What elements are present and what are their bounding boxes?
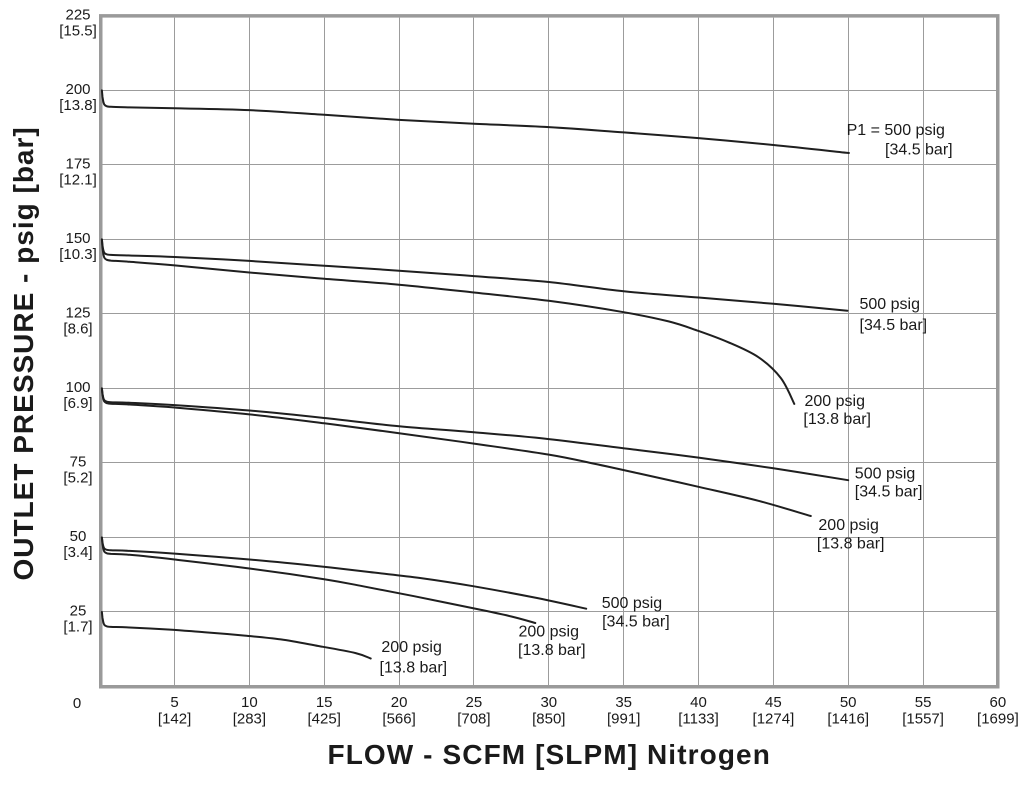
- svg-text:[12.1]: [12.1]: [59, 172, 97, 189]
- svg-text:[1699]: [1699]: [977, 710, 1019, 727]
- svg-text:[1274]: [1274]: [753, 710, 795, 727]
- svg-text:[13.8 bar]: [13.8 bar]: [817, 535, 885, 552]
- svg-text:125: 125: [65, 304, 90, 321]
- svg-text:5: 5: [170, 694, 178, 711]
- svg-text:P1 = 500 psig: P1 = 500 psig: [847, 122, 945, 139]
- svg-text:[142]: [142]: [158, 710, 191, 727]
- svg-text:[850]: [850]: [532, 710, 565, 727]
- svg-text:10: 10: [241, 694, 258, 711]
- svg-text:75: 75: [70, 454, 87, 471]
- svg-text:[425]: [425]: [308, 710, 341, 727]
- svg-text:[13.8]: [13.8]: [59, 97, 97, 114]
- svg-text:[1133]: [1133]: [678, 710, 719, 727]
- svg-text:[34.5 bar]: [34.5 bar]: [855, 484, 923, 501]
- svg-text:[15.5]: [15.5]: [59, 23, 97, 40]
- svg-text:200 psig: 200 psig: [519, 624, 580, 641]
- svg-text:[13.8 bar]: [13.8 bar]: [518, 642, 586, 659]
- svg-text:[708]: [708]: [457, 710, 490, 727]
- svg-text:[3.4]: [3.4]: [63, 544, 92, 561]
- svg-text:0: 0: [73, 695, 81, 712]
- svg-text:500 psig: 500 psig: [602, 595, 663, 612]
- svg-text:200 psig: 200 psig: [818, 517, 879, 534]
- svg-text:[1.7]: [1.7]: [63, 619, 92, 636]
- svg-text:[1416]: [1416]: [827, 710, 869, 727]
- svg-text:[13.8 bar]: [13.8 bar]: [803, 411, 871, 428]
- svg-text:55: 55: [915, 694, 932, 711]
- svg-text:100: 100: [65, 379, 90, 396]
- svg-text:[34.5 bar]: [34.5 bar]: [602, 613, 670, 630]
- svg-text:[13.8 bar]: [13.8 bar]: [380, 660, 448, 677]
- svg-text:60: 60: [990, 694, 1007, 711]
- svg-text:[10.3]: [10.3]: [59, 246, 97, 263]
- svg-text:[34.5 bar]: [34.5 bar]: [885, 141, 953, 158]
- svg-text:200 psig: 200 psig: [805, 393, 866, 410]
- svg-text:OUTLET PRESSURE - psig [bar]: OUTLET PRESSURE - psig [bar]: [8, 126, 39, 580]
- svg-text:[5.2]: [5.2]: [63, 470, 92, 487]
- svg-text:35: 35: [615, 694, 632, 711]
- svg-text:[1557]: [1557]: [902, 710, 944, 727]
- svg-text:[991]: [991]: [607, 710, 640, 727]
- svg-text:50: 50: [70, 528, 87, 545]
- svg-text:225: 225: [65, 6, 90, 23]
- svg-text:45: 45: [765, 694, 782, 711]
- svg-text:175: 175: [65, 155, 90, 172]
- svg-text:50: 50: [840, 694, 857, 711]
- svg-text:[34.5 bar]: [34.5 bar]: [860, 317, 928, 334]
- svg-text:[6.9]: [6.9]: [63, 395, 92, 412]
- svg-text:15: 15: [316, 694, 333, 711]
- svg-text:25: 25: [70, 603, 87, 620]
- svg-text:25: 25: [466, 694, 483, 711]
- svg-text:500 psig: 500 psig: [860, 296, 921, 313]
- svg-text:500 psig: 500 psig: [855, 466, 916, 483]
- svg-text:[8.6]: [8.6]: [63, 321, 92, 338]
- svg-text:30: 30: [540, 694, 557, 711]
- svg-text:200: 200: [65, 81, 90, 98]
- svg-text:40: 40: [690, 694, 707, 711]
- svg-text:20: 20: [391, 694, 408, 711]
- svg-text:150: 150: [65, 230, 90, 247]
- svg-text:FLOW - SCFM [SLPM] Nitrogen: FLOW - SCFM [SLPM] Nitrogen: [327, 739, 770, 770]
- svg-text:[566]: [566]: [382, 710, 415, 727]
- svg-text:200 psig: 200 psig: [381, 639, 442, 656]
- svg-text:[283]: [283]: [233, 710, 266, 727]
